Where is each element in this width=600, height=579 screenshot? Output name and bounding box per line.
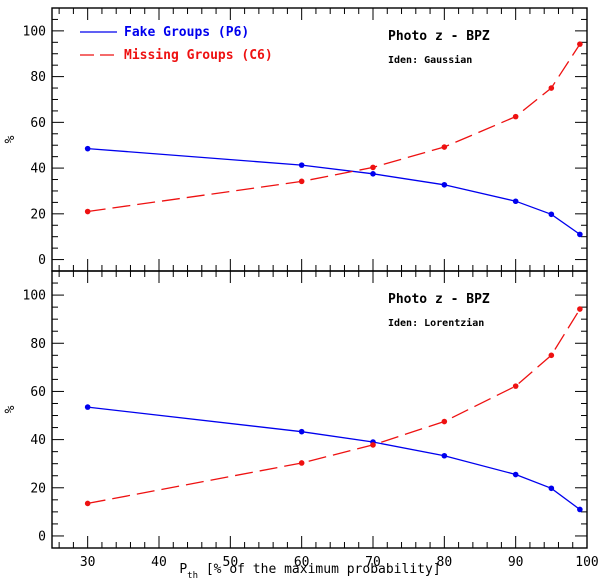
bottom-missing-groups-point [548,352,555,359]
bottom-missing-groups-point [577,306,583,312]
top-missing-groups-point [298,178,305,185]
top-ytick-label: 20 [30,207,46,222]
bottom-missing-groups-point [370,442,376,448]
top-missing-groups-point [548,85,555,91]
bottom-xtick-label: 60 [294,555,310,570]
bottom-fake-groups-point [84,404,91,410]
bottom-fake-groups-point [512,471,519,478]
bottom-annotation-sub: Iden: Lorentzian [388,317,484,329]
top-missing-groups-point [84,208,91,215]
top-fake-groups-point [441,181,448,188]
top-fake-groups-point [84,145,91,152]
bottom-ytick-label: 20 [30,481,46,496]
bottom-fake-groups-point [577,506,583,513]
top-fake-groups-point [298,162,305,168]
xlabel-subscript: th [187,571,198,579]
top-annotation-sub: Iden: Gaussian [388,54,472,66]
bottom-xtick-label: 80 [437,555,453,570]
bottom-xtick-label: 100 [575,555,598,570]
top-missing-groups-point [512,113,519,120]
bottom-xtick-label: 30 [80,555,96,570]
top-missing-groups-point [441,144,448,150]
top-missing-groups-line [87,43,581,213]
bottom-ylabel: % [3,405,18,413]
bottom-xtick-label: 70 [365,555,381,570]
bottom-ytick-label: 40 [30,433,46,448]
top-ytick-label: 80 [30,70,46,85]
top-missing-groups-point [370,164,376,171]
bottom-xlabel: Pth [% of the maximum probability] [179,562,440,579]
bottom-ytick-label: 100 [23,289,46,304]
top-ylabel: % [3,135,18,143]
bottom-ytick-label: 60 [30,385,46,400]
top-fake-groups-point [512,198,519,205]
legend-fake-groups-label: Fake Groups (P6) [124,25,249,40]
bottom-xtick-label: 90 [508,555,524,570]
bottom-fake-groups-line [87,406,581,511]
bottom-missing-groups-point [441,418,448,425]
top-fake-groups-line [87,147,581,235]
top-ytick-label: 0 [38,253,46,268]
bottom-xtick-label: 40 [151,555,167,570]
top-ytick-label: 40 [30,162,46,177]
bottom-plot-frame [51,270,588,549]
bottom-missing-groups-point [298,460,305,466]
bottom-ytick-label: 0 [38,529,46,544]
bottom-missing-groups-point [512,383,519,389]
bottom-missing-groups-point [84,500,91,507]
top-ytick-label: 60 [30,116,46,131]
bottom-xtick-label: 50 [223,555,239,570]
xlabel-main: P [179,562,187,577]
top-fake-groups-point [577,231,583,238]
bottom-ytick-label: 80 [30,337,46,352]
bottom-fake-groups-point [548,485,555,492]
bottom-fake-groups-point [441,452,448,459]
bottom-annotation-title: Photo z - BPZ [388,292,490,307]
bottom-missing-groups-line [87,308,581,505]
bottom-fake-groups-point [298,428,305,435]
top-missing-groups-point [577,41,583,47]
top-fake-groups-point [370,171,376,177]
top-annotation-title: Photo z - BPZ [388,29,490,44]
legend-missing-groups-label: Missing Groups (C6) [124,48,273,63]
top-ytick-label: 100 [23,24,46,39]
xlabel-rest: [% of the maximum probability] [198,562,441,577]
top-fake-groups-point [548,211,555,218]
